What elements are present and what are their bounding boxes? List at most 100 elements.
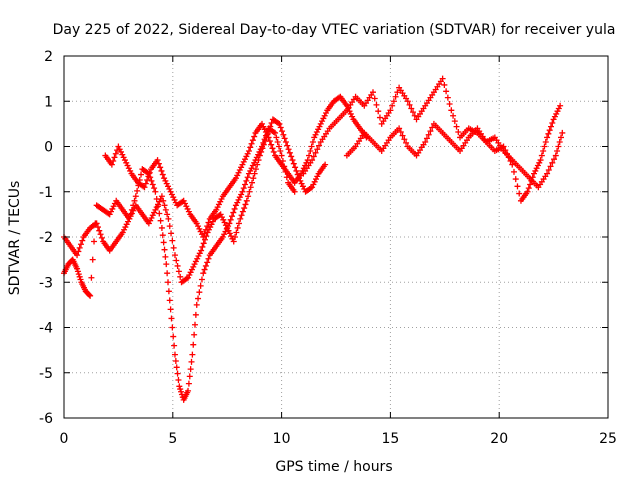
data-point [230, 238, 237, 245]
data-point [201, 266, 208, 273]
data-point [151, 209, 158, 216]
data-point [425, 131, 432, 138]
data-point [77, 276, 84, 283]
data-point [292, 164, 299, 171]
data-point [312, 176, 319, 183]
data-point [194, 255, 201, 262]
data-point [112, 150, 119, 157]
data-point [170, 194, 177, 201]
data-point [242, 201, 249, 208]
series-satellite-track-a [61, 125, 298, 403]
data-point [185, 274, 192, 281]
data-point [168, 315, 175, 322]
data-point [255, 157, 262, 164]
data-point [151, 185, 158, 192]
data-point [108, 161, 115, 168]
data-point [235, 196, 242, 203]
data-point [557, 102, 564, 109]
data-point [244, 174, 251, 181]
data-point [537, 157, 544, 164]
data-point [204, 223, 211, 230]
data-point [74, 252, 81, 259]
data-point [197, 282, 204, 289]
data-point [320, 115, 327, 122]
data-point [123, 221, 130, 228]
data-point [552, 152, 559, 159]
data-point [192, 258, 199, 265]
data-point [111, 154, 118, 161]
data-point [187, 269, 194, 276]
data-point [527, 181, 534, 188]
data-point [247, 184, 254, 191]
data-point [170, 333, 177, 340]
data-point [214, 204, 221, 211]
x-tick-label: 5 [168, 431, 177, 447]
data-point [291, 188, 298, 195]
data-point [130, 207, 137, 214]
data-point [451, 118, 458, 125]
data-point [106, 211, 113, 218]
data-point [290, 160, 297, 167]
data-point [127, 213, 134, 220]
data-point [165, 215, 172, 222]
data-point [218, 214, 225, 221]
data-point [554, 108, 561, 115]
data-point [120, 154, 127, 161]
data-point [149, 181, 156, 188]
data-point [169, 324, 176, 331]
data-point [534, 162, 541, 169]
data-point [429, 124, 436, 131]
data-point [172, 357, 179, 364]
data-point [158, 167, 165, 174]
data-point [250, 175, 257, 182]
data-point [401, 136, 408, 143]
data-point [531, 170, 538, 177]
data-point [232, 175, 239, 182]
data-point [171, 351, 178, 358]
data-point [505, 154, 512, 161]
data-point [184, 205, 191, 212]
data-point [555, 105, 562, 112]
data-point [124, 162, 131, 169]
x-tick-label: 10 [273, 431, 291, 447]
data-point [196, 250, 203, 257]
data-point [154, 157, 161, 164]
data-point [347, 110, 354, 117]
data-point [147, 217, 154, 224]
data-point [450, 112, 457, 119]
data-point [247, 144, 254, 151]
data-point [75, 248, 82, 255]
data-point [155, 201, 162, 208]
data-point [557, 134, 564, 141]
data-point [404, 98, 411, 105]
data-point [195, 253, 202, 260]
data-point [313, 129, 320, 136]
data-point [164, 270, 171, 277]
data-point [177, 273, 184, 280]
data-point [546, 127, 553, 134]
data-point [406, 101, 413, 108]
data-point [248, 165, 255, 172]
data-point [79, 237, 86, 244]
data-point [245, 193, 252, 200]
data-point [198, 276, 205, 283]
data-point [265, 127, 272, 134]
data-point [193, 301, 200, 308]
data-point [274, 138, 281, 145]
data-point [316, 142, 323, 149]
data-point [251, 133, 258, 140]
data-point [234, 224, 241, 231]
data-point [146, 169, 153, 176]
data-point [235, 169, 242, 176]
data-point [188, 266, 195, 273]
data-point [321, 112, 328, 119]
data-point [275, 119, 282, 126]
data-point [540, 148, 547, 155]
y-tick-label: 2 [44, 49, 53, 65]
data-point [188, 358, 195, 365]
data-point [86, 291, 93, 298]
data-point [309, 184, 316, 191]
data-point [504, 150, 511, 157]
data-point [195, 223, 202, 230]
data-point [193, 220, 200, 227]
